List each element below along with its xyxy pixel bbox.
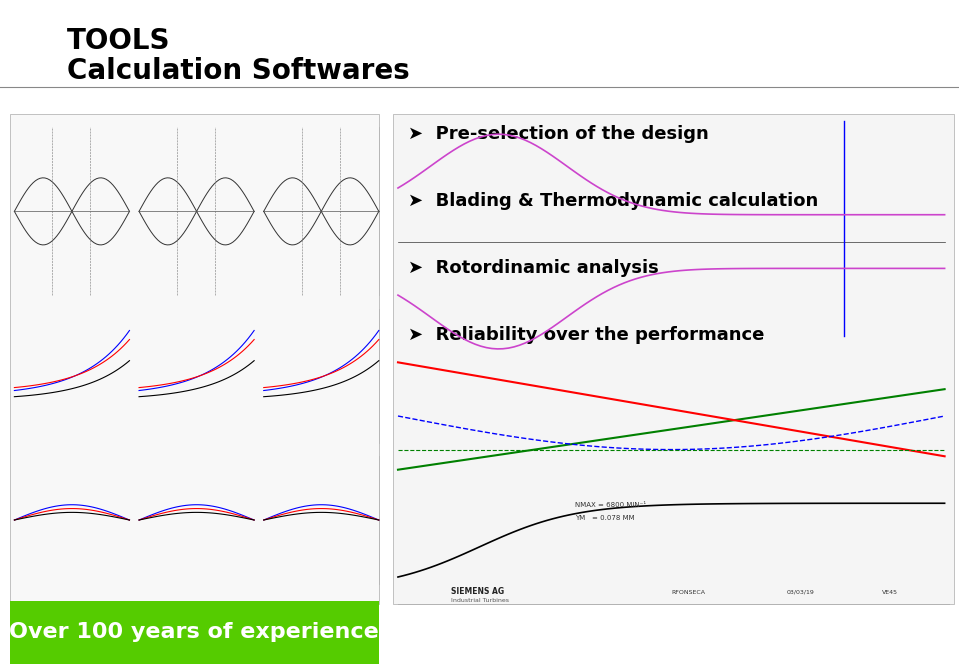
Bar xyxy=(595,225,602,231)
Bar xyxy=(499,211,506,218)
Bar xyxy=(595,211,602,218)
Text: ➤  Rotordinamic analysis: ➤ Rotordinamic analysis xyxy=(408,260,658,277)
Bar xyxy=(14,456,129,584)
Bar xyxy=(595,265,602,272)
Text: Calculation Softwares: Calculation Softwares xyxy=(67,57,409,85)
Bar xyxy=(825,211,832,218)
Bar xyxy=(710,211,717,218)
Text: ➤  Pre-selection of the design: ➤ Pre-selection of the design xyxy=(408,125,709,143)
Bar xyxy=(748,225,756,231)
Bar xyxy=(451,211,458,218)
Text: SIEMENS AG: SIEMENS AG xyxy=(451,587,503,596)
Bar xyxy=(595,252,602,258)
Bar xyxy=(671,211,679,218)
Text: ➤  Blading & Thermodynamic calculation: ➤ Blading & Thermodynamic calculation xyxy=(408,193,818,210)
Text: ➤  Reliability over the performance: ➤ Reliability over the performance xyxy=(408,327,764,344)
Bar xyxy=(398,577,949,604)
Bar xyxy=(786,265,794,272)
Text: TOOLS: TOOLS xyxy=(67,27,171,55)
Text: VE45: VE45 xyxy=(882,590,899,595)
Bar xyxy=(825,252,832,258)
Bar xyxy=(547,252,554,258)
Bar xyxy=(786,225,794,231)
Bar xyxy=(671,225,679,231)
Bar xyxy=(786,211,794,218)
Bar xyxy=(748,252,756,258)
Bar xyxy=(139,456,254,584)
Bar xyxy=(393,114,954,604)
Bar xyxy=(451,252,458,258)
Text: RFONSECA: RFONSECA xyxy=(671,590,705,595)
Bar xyxy=(633,252,641,258)
Bar xyxy=(264,127,379,295)
Bar xyxy=(499,265,506,272)
Text: NMAX = 6800 MIN⁻¹: NMAX = 6800 MIN⁻¹ xyxy=(575,502,646,507)
Bar xyxy=(786,252,794,258)
Bar xyxy=(14,309,129,443)
Bar xyxy=(547,211,554,218)
Bar xyxy=(633,211,641,218)
Bar xyxy=(398,493,949,604)
Bar xyxy=(499,225,506,231)
Bar xyxy=(748,265,756,272)
Bar xyxy=(547,225,554,231)
Text: 03/03/19: 03/03/19 xyxy=(786,590,814,595)
Text: Industrial Turbines: Industrial Turbines xyxy=(451,598,508,603)
Bar xyxy=(398,121,949,336)
Bar xyxy=(10,114,379,604)
Bar xyxy=(264,456,379,584)
Bar xyxy=(710,265,717,272)
Text: Over 100 years of experience: Over 100 years of experience xyxy=(10,623,379,642)
Bar xyxy=(671,252,679,258)
Bar xyxy=(10,601,379,664)
Text: YM   = 0.078 MM: YM = 0.078 MM xyxy=(575,515,635,521)
Bar xyxy=(139,127,254,295)
Bar xyxy=(748,211,756,218)
Bar xyxy=(264,309,379,443)
Bar xyxy=(633,225,641,231)
Bar xyxy=(671,265,679,272)
Bar xyxy=(710,252,717,258)
Bar xyxy=(14,127,129,295)
Bar xyxy=(451,225,458,231)
Bar xyxy=(139,309,254,443)
Bar xyxy=(499,252,506,258)
Bar xyxy=(633,265,641,272)
Bar xyxy=(710,225,717,231)
Bar xyxy=(825,265,832,272)
Bar xyxy=(547,265,554,272)
Bar xyxy=(451,265,458,272)
Bar xyxy=(825,225,832,231)
Bar xyxy=(398,349,949,490)
